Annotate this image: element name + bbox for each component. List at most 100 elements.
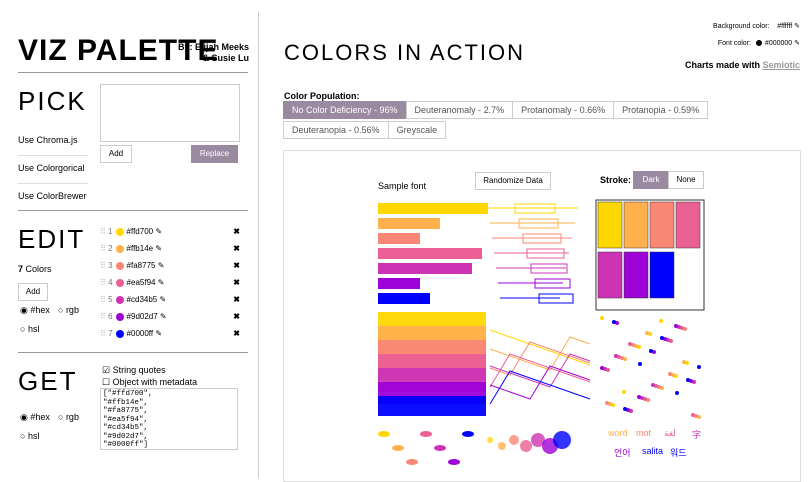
author: & Susie Lu (202, 53, 250, 63)
radio[interactable]: ○ hsl (20, 324, 40, 334)
checkbox[interactable]: ☐ Object with metadata (102, 377, 198, 387)
swatch[interactable] (115, 295, 124, 304)
section-title: GET (18, 366, 78, 396)
radio-label: hsl (27, 431, 40, 441)
color-index: 1 (108, 227, 113, 236)
output-line: "#9d02d7", (103, 432, 149, 441)
color-index: 4 (108, 278, 113, 287)
chart-panel (283, 150, 801, 482)
color-hex[interactable]: #cd34b5 (126, 295, 158, 304)
remove-icon[interactable]: ✖ (233, 312, 240, 321)
value[interactable]: #000000 (764, 40, 793, 47)
label: Background color: (713, 23, 770, 30)
output-line: "#fa8775", (103, 407, 149, 415)
sample-font: Sample font (378, 181, 427, 191)
radio[interactable]: ○ rgb (58, 305, 79, 315)
color-index: 6 (108, 312, 113, 321)
link[interactable]: Semiotic (762, 60, 800, 70)
remove-icon[interactable]: ✖ (233, 278, 240, 287)
link[interactable]: Use ColorBrewer (18, 191, 87, 201)
color-hex[interactable]: #ea5f94 (126, 278, 156, 287)
remove-icon[interactable]: ✖ (233, 329, 240, 338)
count-label: Colors (25, 264, 52, 274)
output[interactable]: ["#ffd700", "#ffb14e", "#fa8775", "#ea5f94"… (100, 388, 238, 450)
edit-icon[interactable]: ✎ (157, 312, 167, 321)
tab[interactable]: Greyscale (387, 121, 447, 139)
color-row: ⠿ 5 #cd34b5 ✎ ✖ (100, 295, 240, 304)
radio-label: hsl (27, 324, 40, 334)
link[interactable]: Use Colorgorical (18, 163, 85, 173)
color-hex[interactable]: #ffb14e (126, 244, 154, 253)
edit-icon[interactable]: ✎ (153, 329, 163, 338)
radio[interactable]: ◉ #hex (20, 412, 50, 422)
checkbox-label: String quotes (112, 365, 166, 375)
tab[interactable]: Protanopia - 0.59% (613, 101, 709, 119)
radio[interactable]: ○ hsl (20, 431, 40, 441)
swatch[interactable] (115, 244, 124, 253)
label: Font color: (717, 40, 751, 47)
word: 워드 (670, 448, 687, 458)
button[interactable]: None (668, 171, 704, 189)
made-with: Charts made with Semiotic (685, 60, 800, 70)
radio-label: rgb (65, 412, 79, 422)
value[interactable]: #ffffff (777, 23, 793, 30)
checkbox-label: Object with metadata (112, 377, 198, 387)
section-title: PICK (18, 86, 87, 116)
radio[interactable]: ◉ #hex (20, 305, 50, 315)
color-hex[interactable]: #ffd700 (126, 227, 154, 236)
color-row: ⠿ 1 #ffd700 ✎ ✖ (100, 227, 240, 236)
link[interactable]: Use Chroma.js (18, 135, 78, 145)
output-line: "#ea5f94", (103, 415, 149, 424)
remove-icon[interactable]: ✖ (233, 244, 240, 253)
swatch[interactable] (115, 329, 124, 338)
tab[interactable]: Deuteranopia - 0.56% (283, 121, 389, 139)
checkbox[interactable]: ☑ String quotes (102, 365, 166, 375)
word: salita (642, 446, 664, 456)
remove-icon[interactable]: ✖ (233, 295, 240, 304)
app-title: VIZ PALETTE (18, 34, 219, 67)
tab[interactable]: No Color Deficiency - 96% (283, 101, 407, 119)
output-line: "#0000ff"] (103, 441, 149, 449)
label: Charts made with (684, 60, 760, 70)
color-hex[interactable]: #0000ff (126, 329, 154, 338)
edit-icon[interactable]: ✎ (153, 244, 163, 253)
button[interactable]: Randomize Data (475, 172, 551, 190)
section-title: EDIT (18, 224, 86, 254)
swatch[interactable] (115, 261, 124, 270)
count: 7 Colors (18, 264, 52, 274)
divider (18, 155, 88, 156)
divider (18, 183, 88, 184)
edit-icon[interactable]: ✎ (155, 278, 165, 287)
color-row: ⠿ 3 #fa8775 ✎ ✖ (100, 261, 240, 270)
color-row: ⠿ 6 #9d02d7 ✎ ✖ (100, 312, 240, 321)
swatch[interactable] (115, 227, 124, 236)
button[interactable]: Add (18, 283, 48, 301)
swatch[interactable] (115, 278, 124, 287)
button[interactable]: Dark (633, 171, 669, 189)
textarea[interactable] (100, 84, 240, 142)
radio[interactable]: ○ rgb (58, 412, 79, 422)
remove-icon[interactable]: ✖ (233, 227, 240, 236)
tab[interactable]: Protanomaly - 0.66% (512, 101, 615, 119)
author: By: Elijah Meeks (178, 42, 250, 52)
word: 언어 (614, 448, 631, 458)
output-line: "#cd34b5", (103, 424, 149, 432)
color-hex[interactable]: #9d02d7 (126, 312, 158, 321)
color-row: ⠿ 2 #ffb14e ✎ ✖ (100, 244, 240, 253)
bg-setting: Background color: #ffffff ✎ (713, 23, 800, 30)
edit-icon[interactable]: ✎ (155, 261, 165, 270)
edit-icon[interactable]: ✎ (157, 295, 167, 304)
tab[interactable]: Deuteranomaly - 2.7% (405, 101, 514, 119)
button[interactable]: Add (100, 145, 132, 163)
edit-icon[interactable]: ✎ (153, 227, 163, 236)
stroke-label: Stroke: (600, 175, 632, 185)
main-title: COLORS IN ACTION (284, 40, 526, 65)
color-index: 3 (108, 261, 113, 270)
remove-icon[interactable]: ✖ (233, 261, 240, 270)
button[interactable]: Replace (191, 145, 238, 163)
word: لغة (664, 428, 676, 438)
color-index: 7 (108, 329, 113, 338)
authors: By: Elijah Meeks & Susie Lu (178, 42, 249, 64)
color-hex[interactable]: #fa8775 (126, 261, 156, 270)
swatch[interactable] (115, 312, 124, 321)
